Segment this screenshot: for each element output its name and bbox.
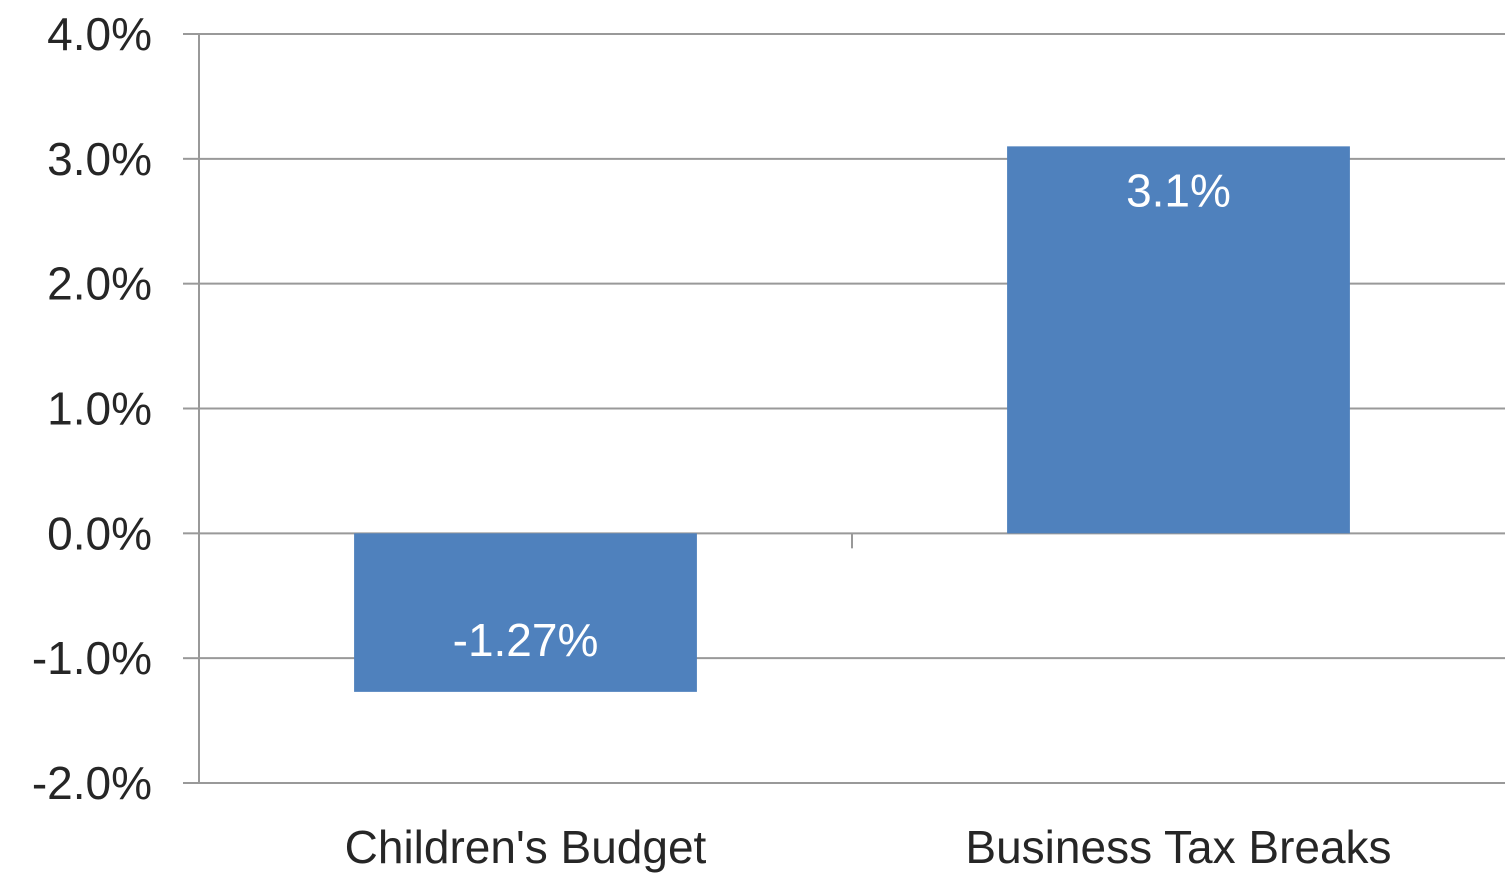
y-tick-label: -2.0%	[32, 757, 152, 809]
y-tick-label: 3.0%	[47, 133, 152, 185]
y-tick-label: 1.0%	[47, 383, 152, 435]
y-tick-label: -1.0%	[32, 632, 152, 684]
data-label: -1.27%	[453, 614, 599, 666]
x-category-label: Business Tax Breaks	[965, 821, 1391, 873]
y-tick-label: 2.0%	[47, 258, 152, 310]
y-tick-label: 0.0%	[47, 507, 152, 559]
y-tick-label: 4.0%	[47, 8, 152, 60]
x-category-label: Children's Budget	[345, 821, 707, 873]
bars	[354, 146, 1350, 692]
bar	[354, 533, 697, 692]
data-label: 3.1%	[1126, 164, 1231, 216]
